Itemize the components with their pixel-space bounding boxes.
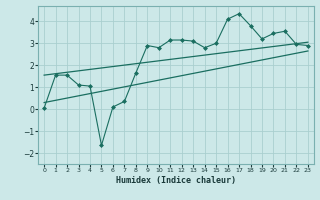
- X-axis label: Humidex (Indice chaleur): Humidex (Indice chaleur): [116, 176, 236, 185]
